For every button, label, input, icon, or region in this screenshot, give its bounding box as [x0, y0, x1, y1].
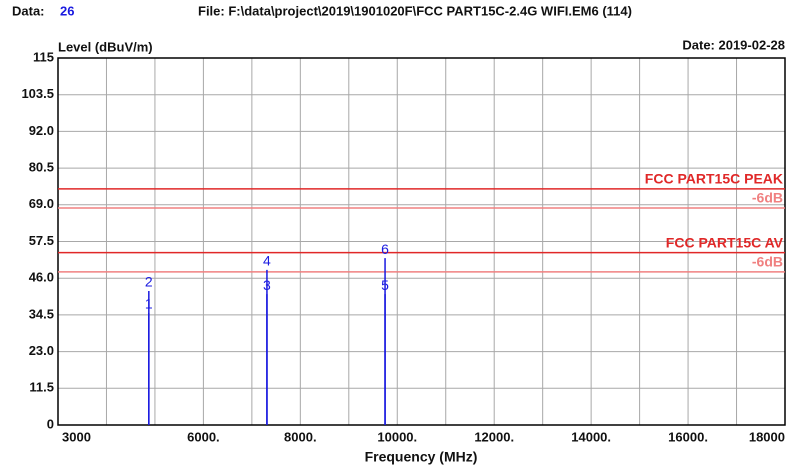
- y-tick-label: 80.5: [29, 160, 54, 175]
- x-tick-label: 8000.: [284, 429, 317, 444]
- limit-label: FCC PART15C AV: [666, 234, 784, 250]
- marker-label: 2: [145, 274, 153, 290]
- x-tick-label: 12000.: [474, 429, 514, 444]
- y-tick-label: 115: [33, 49, 54, 64]
- y-tick-label: 34.5: [29, 306, 54, 321]
- data-number: 26: [60, 3, 74, 18]
- x-tick-label: 6000.: [187, 429, 220, 444]
- y-tick-label: 46.0: [29, 270, 54, 285]
- y-tick-label: 23.0: [29, 343, 54, 358]
- marker-label: 6: [381, 241, 389, 257]
- plot-border: [57, 57, 786, 426]
- y-tick-label: 57.5: [29, 233, 54, 248]
- y-tick-label: 69.0: [29, 196, 54, 211]
- x-axis-label: Frequency (MHz): [365, 449, 478, 465]
- x-tick-label: 10000.: [377, 429, 417, 444]
- x-tick-label: 16000.: [668, 429, 708, 444]
- file-name: File: F:\data\project\2019\1901020F\FCC …: [198, 3, 632, 18]
- limit-label: -6dB: [752, 254, 783, 270]
- date: Date: 2019-02-28: [682, 37, 785, 52]
- y-axis-label: Level (dBuV/m): [58, 39, 153, 54]
- y-tick-label: 103.5: [21, 86, 54, 101]
- y-tick-label: 92.0: [29, 123, 54, 138]
- limit-label: -6dB: [752, 190, 783, 206]
- data-label: Data:: [12, 3, 45, 18]
- y-tick-label: 11.5: [29, 380, 54, 395]
- marker-label: 4: [263, 253, 271, 269]
- y-tick-label: 0: [47, 416, 54, 431]
- x-tick-label: 18000: [749, 429, 785, 444]
- x-tick-label: 3000: [62, 429, 91, 444]
- x-tick-label: 14000.: [571, 429, 611, 444]
- limit-label: FCC PART15C PEAK: [645, 171, 783, 187]
